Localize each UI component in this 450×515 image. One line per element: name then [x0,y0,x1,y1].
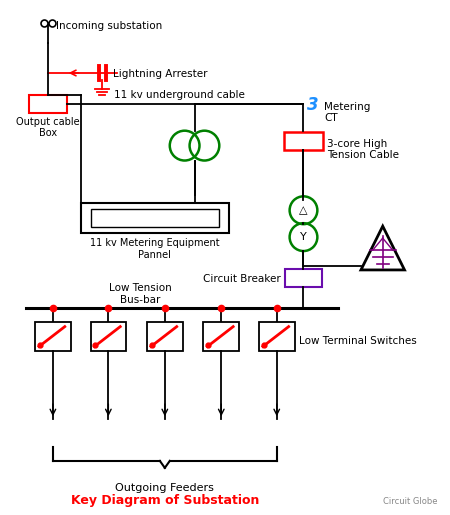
Bar [259,322,295,352]
Bar [90,209,219,227]
Text: Incoming substation: Incoming substation [56,21,162,31]
Text: Outgoing Feeders: Outgoing Feeders [115,483,214,493]
Bar [284,132,323,149]
Text: Circuit Globe: Circuit Globe [382,496,437,506]
Text: Low Terminal Switches: Low Terminal Switches [298,336,416,346]
Bar [90,322,126,352]
Bar [35,322,71,352]
Text: Metering
CT: Metering CT [324,102,371,124]
Bar [285,269,322,287]
Text: Output cable
Box: Output cable Box [16,117,80,139]
Text: △: △ [299,205,308,215]
Text: Circuit Breaker: Circuit Breaker [203,274,281,284]
Text: 3: 3 [307,96,319,114]
Text: 3-core High
Tension Cable: 3-core High Tension Cable [327,139,399,160]
Bar [147,322,183,352]
Text: Low Tension
Bus-bar: Low Tension Bus-bar [109,283,171,305]
Text: 11 kv underground cable: 11 kv underground cable [114,90,245,100]
Text: 11 kv Metering Equipment
Pannel: 11 kv Metering Equipment Pannel [90,238,220,260]
Bar [29,95,67,113]
Bar [203,322,239,352]
Bar [81,203,229,233]
Text: Y: Y [300,232,307,242]
Text: Lightning Arrester: Lightning Arrester [113,69,208,79]
Text: Key Diagram of Substation: Key Diagram of Substation [71,494,259,507]
